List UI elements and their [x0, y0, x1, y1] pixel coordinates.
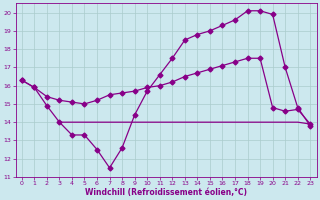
- X-axis label: Windchill (Refroidissement éolien,°C): Windchill (Refroidissement éolien,°C): [85, 188, 247, 197]
